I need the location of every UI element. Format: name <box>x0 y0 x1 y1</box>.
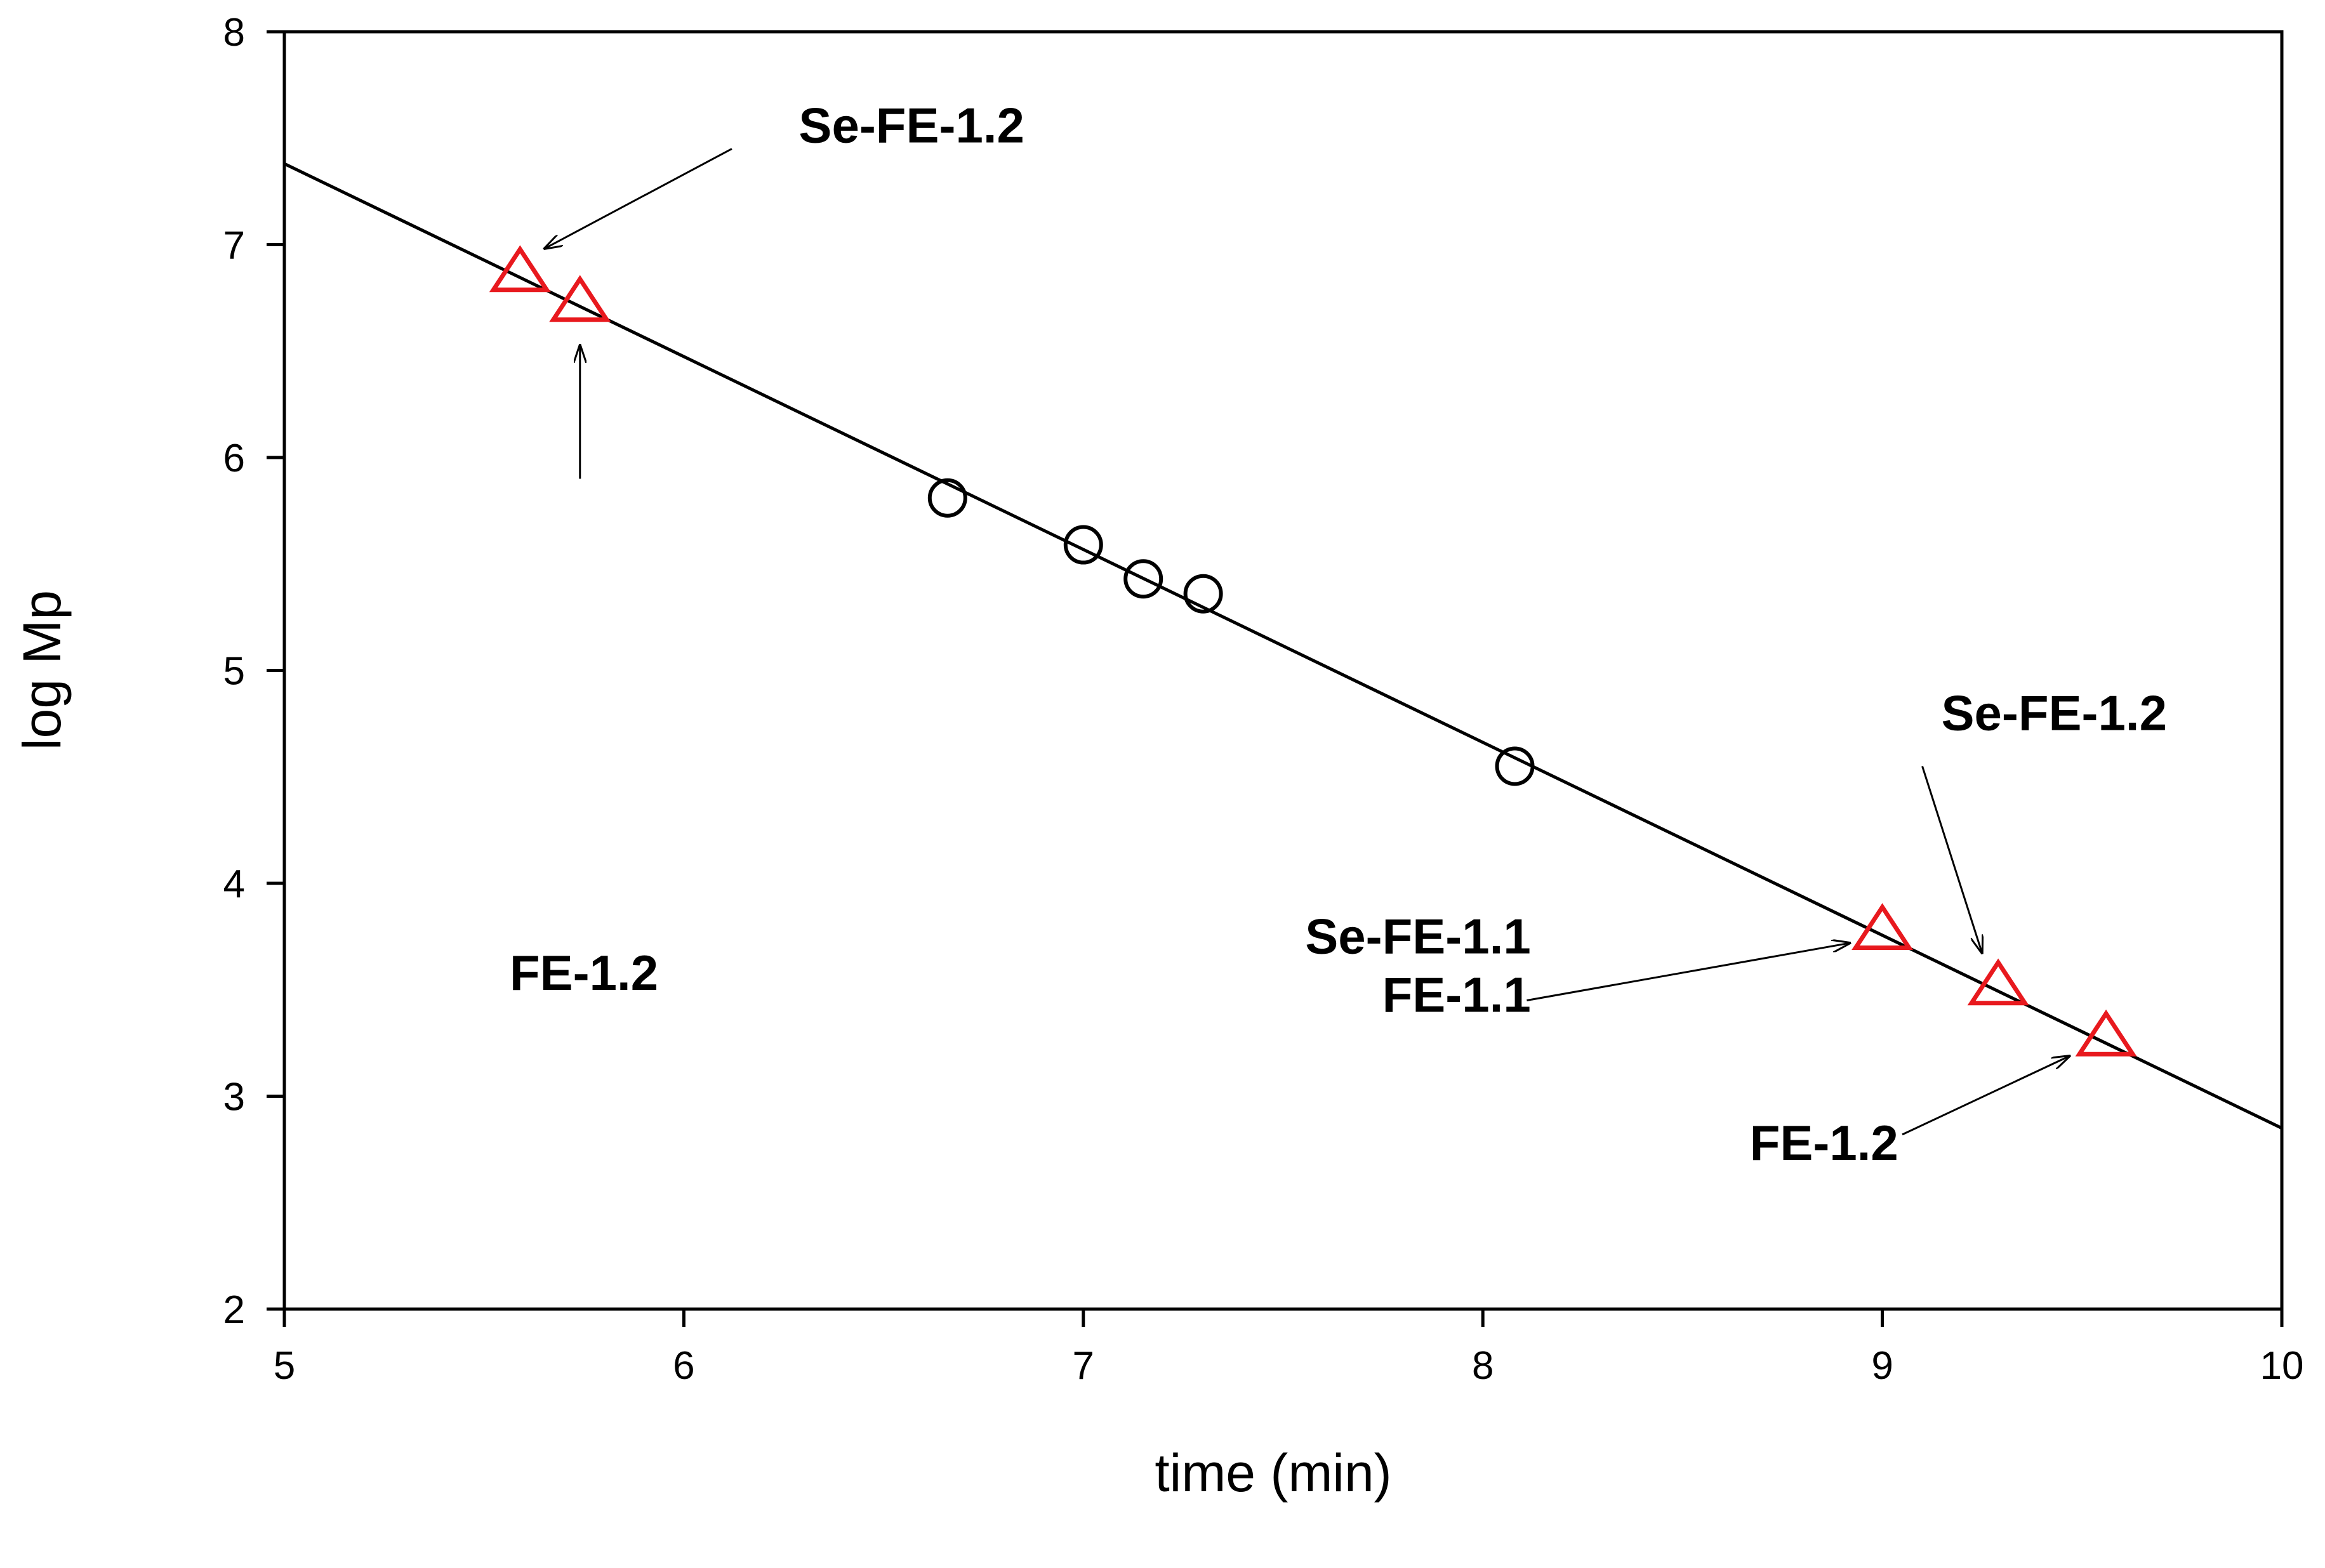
y-tick-label: 8 <box>223 11 245 55</box>
y-tick-label: 4 <box>223 862 245 906</box>
circle-point <box>1063 525 1103 565</box>
triangle-point <box>549 275 611 322</box>
annotation-label: Se-FE-1.2 <box>798 97 1024 153</box>
x-tick-label: 7 <box>1073 1344 1094 1388</box>
y-axis-ticks: 2 3 4 5 6 7 8 <box>223 11 284 1332</box>
y-tick-label: 2 <box>223 1288 245 1332</box>
plot-frame <box>282 30 2284 1311</box>
annotation-arrow <box>1902 1056 2070 1136</box>
circle-point <box>1123 559 1163 599</box>
y-axis-title: log Mp <box>12 590 72 750</box>
annotations: Se-FE-1.2 FE-1.2 Se-FE-1.2 Se-FE-1.1FE-1.1 F… <box>510 97 2167 1171</box>
y-tick-label: 3 <box>223 1076 245 1119</box>
x-axis-title: time (min) <box>1155 1443 1391 1503</box>
annotation-label: Se-FE-1.1 <box>1305 909 1530 965</box>
data-points <box>489 245 2137 1057</box>
annotation-label: Se-FE-1.2 <box>1942 685 2167 741</box>
fit-line <box>283 162 2283 1130</box>
circle-point <box>927 478 967 518</box>
x-tick-label: 10 <box>2260 1344 2304 1388</box>
x-tick-label: 6 <box>673 1344 694 1388</box>
annotation-label: FE-1.1 <box>1382 967 1531 1023</box>
annotation-arrow <box>1527 943 1850 1002</box>
annotation-label: FE-1.2 <box>1750 1115 1898 1171</box>
annotation-arrow <box>544 148 732 249</box>
triangle-point <box>1851 903 1914 950</box>
x-tick-label: 5 <box>274 1344 295 1388</box>
circle-point <box>1183 574 1223 614</box>
y-tick-label: 5 <box>223 650 245 694</box>
annotation-label: FE-1.2 <box>510 945 658 1001</box>
x-axis-ticks: 5 6 7 8 9 10 <box>274 1309 2304 1388</box>
triangle-point <box>1967 958 2029 1006</box>
circle-point <box>1495 746 1535 786</box>
y-tick-label: 7 <box>223 224 245 268</box>
annotation-arrow <box>1921 766 1982 953</box>
x-tick-label: 8 <box>1472 1344 1494 1388</box>
y-tick-label: 6 <box>223 437 245 480</box>
triangle-point <box>2075 1009 2137 1057</box>
triangle-point <box>489 245 551 293</box>
x-tick-label: 9 <box>1871 1344 1893 1388</box>
